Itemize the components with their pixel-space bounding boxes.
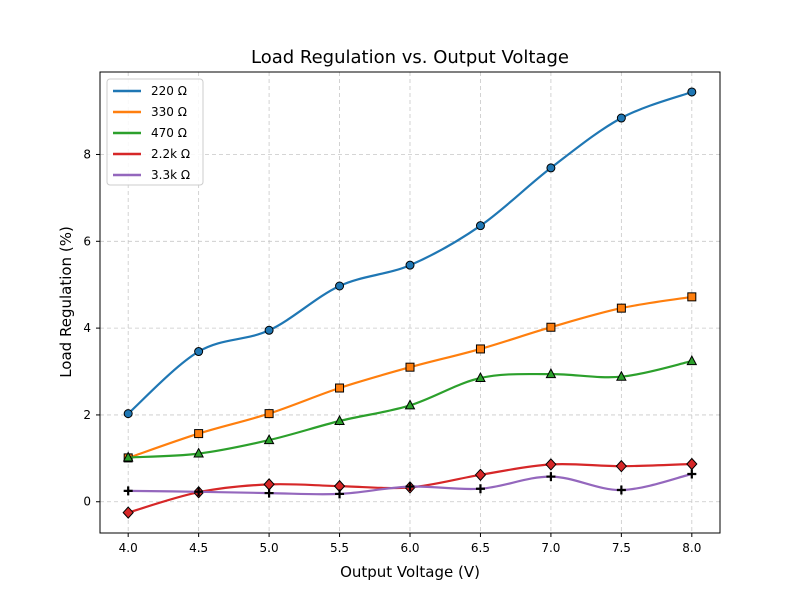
data-point [616, 113, 626, 123]
data-point [475, 221, 485, 231]
data-point [686, 457, 698, 471]
data-point [193, 447, 204, 458]
series-layer [122, 87, 698, 519]
x-tick-label: 7.0 [541, 541, 560, 555]
data-point [474, 468, 487, 482]
data-point [263, 434, 275, 445]
data-point [264, 409, 274, 419]
x-tick-label: 5.0 [260, 541, 279, 555]
data-point [546, 163, 556, 173]
x-tick-label: 7.5 [612, 541, 631, 555]
data-point [263, 478, 275, 491]
data-point [616, 370, 627, 381]
series-4 [123, 469, 697, 499]
data-point [475, 484, 485, 494]
data-point [545, 458, 557, 471]
data-point [264, 488, 274, 498]
y-tick-label: 0 [83, 495, 91, 509]
x-tick-label: 5.5 [330, 541, 349, 555]
data-point [335, 281, 345, 291]
data-point [687, 469, 697, 479]
data-point [546, 322, 556, 332]
legend-label: 330 Ω [151, 105, 187, 119]
legend-label: 220 Ω [151, 84, 187, 98]
data-point [194, 429, 204, 439]
x-tick-label: 4.0 [119, 541, 138, 555]
data-point [404, 399, 416, 410]
x-tick-label: 6.5 [471, 541, 490, 555]
data-point [687, 292, 697, 302]
data-point [123, 486, 133, 496]
data-point [405, 260, 415, 270]
y-tick-label: 8 [83, 147, 91, 161]
x-axis: 4.0 4.5 5.0 5.5 6.0 6.5 7.0 7.5 8.0 [119, 533, 701, 555]
legend: 220 Ω 330 Ω 470 Ω 2.2k Ω 3.3k Ω [106, 78, 204, 186]
data-point [122, 506, 134, 519]
data-point [334, 414, 345, 426]
data-point [475, 371, 486, 383]
series-2 [122, 355, 698, 462]
x-tick-label: 8.0 [682, 541, 701, 555]
data-point [616, 303, 626, 313]
legend-box [106, 78, 204, 186]
legend-label: 2.2k Ω [151, 147, 190, 161]
data-point [123, 409, 133, 419]
data-point [475, 344, 485, 354]
data-point [335, 383, 345, 393]
y-tick-label: 4 [83, 321, 91, 335]
data-point [264, 325, 274, 335]
x-tick-label: 6.0 [400, 541, 419, 555]
data-point [686, 355, 698, 366]
legend-label: 470 Ω [151, 126, 187, 140]
data-point [194, 487, 204, 497]
data-point [405, 362, 415, 372]
data-point [616, 485, 626, 495]
y-axis: 0 2 4 6 8 [83, 147, 100, 509]
data-point [405, 482, 415, 492]
legend-label: 3.3k Ω [151, 168, 190, 182]
data-point [687, 87, 697, 97]
data-point [615, 459, 628, 473]
y-axis-label: Load Regulation (%) [57, 226, 75, 378]
data-point [335, 489, 345, 499]
data-point [545, 368, 557, 379]
series-1 [123, 292, 697, 463]
y-tick-label: 6 [83, 234, 91, 248]
y-tick-label: 2 [83, 408, 91, 422]
grid [100, 72, 720, 533]
series-0 [123, 87, 697, 419]
x-axis-label: Output Voltage (V) [340, 563, 480, 581]
x-tick-label: 4.5 [189, 541, 208, 555]
chart-title: Load Regulation vs. Output Voltage [251, 47, 569, 68]
data-point [546, 472, 556, 482]
data-point [194, 347, 204, 357]
data-point [122, 451, 134, 462]
